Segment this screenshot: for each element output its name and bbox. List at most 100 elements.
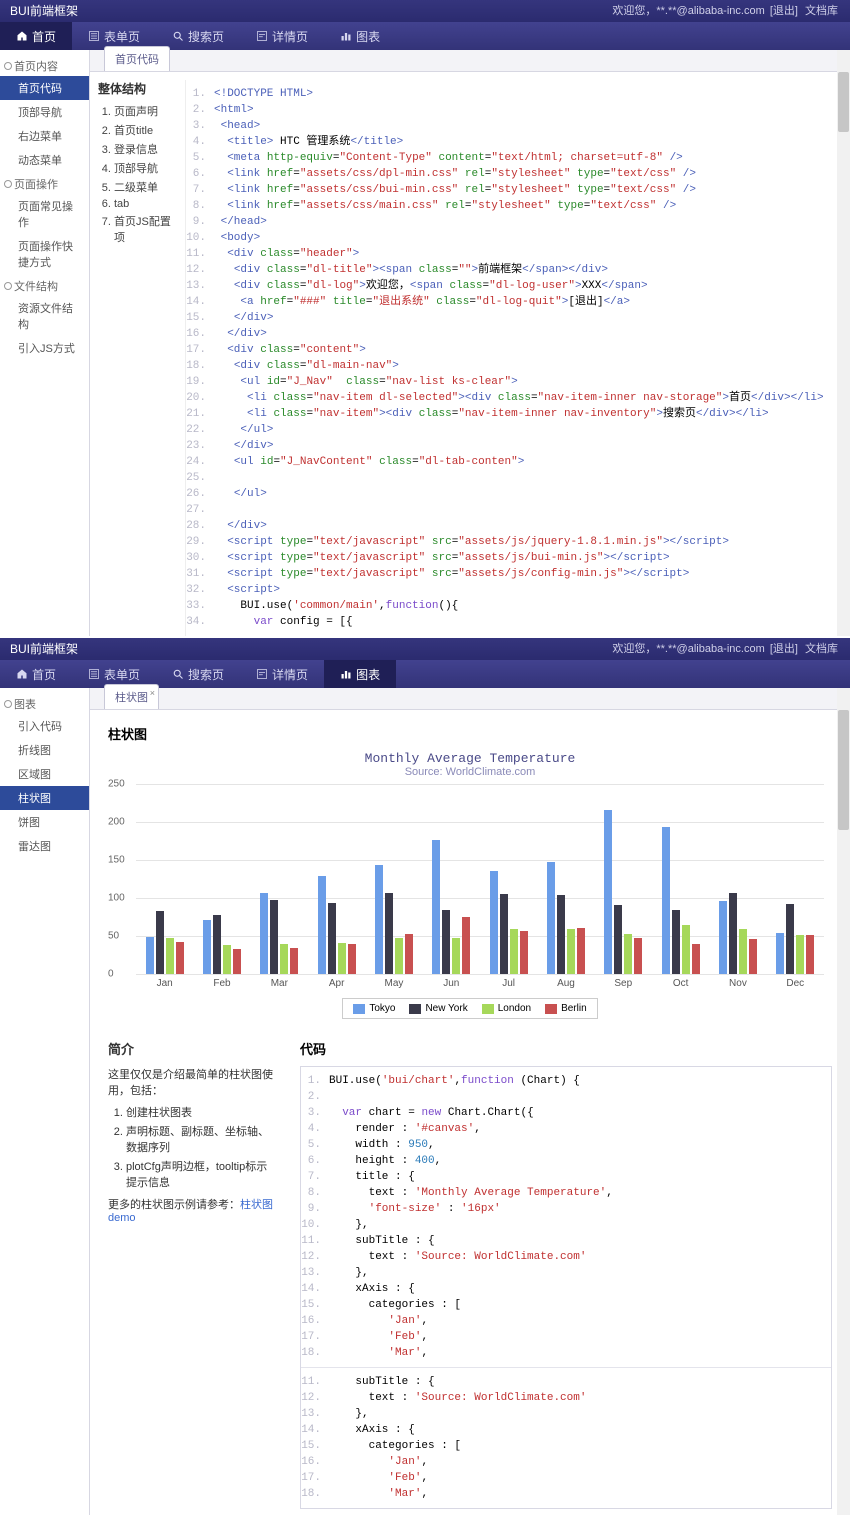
bar[interactable] bbox=[203, 920, 211, 974]
bar[interactable] bbox=[692, 944, 700, 974]
sidebar-item[interactable]: 柱状图 bbox=[0, 786, 89, 810]
bar[interactable] bbox=[557, 895, 565, 974]
bar[interactable] bbox=[223, 945, 231, 974]
nav-tab-home[interactable]: 首页 bbox=[0, 660, 72, 688]
bar[interactable] bbox=[614, 905, 622, 974]
bar[interactable] bbox=[806, 935, 814, 974]
sidebar-item[interactable]: 页面操作快捷方式 bbox=[0, 234, 89, 274]
sidebar-item[interactable]: 饼图 bbox=[0, 810, 89, 834]
bar[interactable] bbox=[490, 871, 498, 974]
bar[interactable] bbox=[233, 949, 241, 974]
x-axis-label: Jun bbox=[423, 978, 480, 989]
bar[interactable] bbox=[395, 938, 403, 974]
bar[interactable] bbox=[719, 901, 727, 974]
bar-group: Nov bbox=[709, 784, 766, 974]
code[interactable]: subTitle : { text : 'Source: WorldClimat… bbox=[325, 1368, 831, 1508]
bar[interactable] bbox=[432, 840, 440, 974]
scrollbar-thumb[interactable] bbox=[838, 710, 849, 830]
bar[interactable] bbox=[375, 865, 383, 974]
bar[interactable] bbox=[348, 944, 356, 974]
close-icon[interactable]: × bbox=[150, 688, 155, 698]
outline-item[interactable]: 首页JS配置项 bbox=[114, 213, 177, 245]
frame-chart: BUI前端框架 欢迎您，**.**@alibaba-inc.com [退出] 文… bbox=[0, 638, 850, 1515]
bar[interactable] bbox=[290, 948, 298, 974]
bar[interactable] bbox=[213, 915, 221, 974]
sidebar-item[interactable]: 顶部导航 bbox=[0, 100, 89, 124]
bar[interactable] bbox=[385, 893, 393, 974]
bar[interactable] bbox=[452, 938, 460, 974]
legend-item[interactable]: London bbox=[482, 1003, 531, 1014]
sidebar-item[interactable]: 动态菜单 bbox=[0, 148, 89, 172]
scrollbar-thumb[interactable] bbox=[838, 72, 849, 132]
bar[interactable] bbox=[405, 934, 413, 974]
bar[interactable] bbox=[280, 944, 288, 974]
bar[interactable] bbox=[729, 893, 737, 974]
bar[interactable] bbox=[567, 929, 575, 974]
scrollbar[interactable] bbox=[837, 50, 850, 636]
legend-item[interactable]: New York bbox=[409, 1003, 467, 1014]
nav-tab-home[interactable]: 首页 bbox=[0, 22, 72, 50]
subtab-active[interactable]: 柱状图 × bbox=[104, 684, 159, 709]
bar[interactable] bbox=[749, 939, 757, 974]
sidebar-item[interactable]: 引入JS方式 bbox=[0, 336, 89, 360]
x-axis-label: Dec bbox=[767, 978, 824, 989]
nav-tab-chart[interactable]: 图表 bbox=[324, 660, 396, 688]
bar[interactable] bbox=[604, 810, 612, 974]
legend-item[interactable]: Berlin bbox=[545, 1003, 587, 1014]
bar[interactable] bbox=[156, 911, 164, 974]
sidebar-item[interactable]: 引入代码 bbox=[0, 714, 89, 738]
outline-item[interactable]: tab bbox=[114, 198, 177, 210]
bar[interactable] bbox=[500, 894, 508, 974]
sidebar-item[interactable]: 区域图 bbox=[0, 762, 89, 786]
logout-link[interactable]: [退出] bbox=[770, 643, 798, 655]
bar[interactable] bbox=[442, 910, 450, 974]
sidebar-item[interactable]: 雷达图 bbox=[0, 834, 89, 858]
bar[interactable] bbox=[146, 937, 154, 974]
bar[interactable] bbox=[577, 928, 585, 974]
bar[interactable] bbox=[796, 935, 804, 974]
nav-tab-search[interactable]: 搜索页 bbox=[156, 660, 240, 688]
sidebar-item[interactable]: 折线图 bbox=[0, 738, 89, 762]
logout-link[interactable]: [退出] bbox=[770, 5, 798, 17]
outline-item[interactable]: 登录信息 bbox=[114, 141, 177, 157]
bar[interactable] bbox=[624, 934, 632, 974]
legend-item[interactable]: Tokyo bbox=[353, 1003, 395, 1014]
sidebar-item[interactable]: 右边菜单 bbox=[0, 124, 89, 148]
intro-title: 简介 bbox=[108, 1039, 278, 1058]
outline-item[interactable]: 首页title bbox=[114, 122, 177, 138]
bar[interactable] bbox=[318, 876, 326, 974]
bar[interactable] bbox=[547, 862, 555, 974]
sidebar-item[interactable]: 资源文件结构 bbox=[0, 296, 89, 336]
bar[interactable] bbox=[462, 917, 470, 974]
outline-item[interactable]: 页面声明 bbox=[114, 103, 177, 119]
bar[interactable] bbox=[338, 943, 346, 974]
bar[interactable] bbox=[786, 904, 794, 974]
sidebar-item[interactable]: 页面常见操作 bbox=[0, 194, 89, 234]
bar[interactable] bbox=[166, 938, 174, 974]
outline-item[interactable]: 二级菜单 bbox=[114, 179, 177, 195]
nav-tab-detail[interactable]: 详情页 bbox=[240, 22, 324, 50]
nav-tab-chart[interactable]: 图表 bbox=[324, 22, 396, 50]
outline-item[interactable]: 顶部导航 bbox=[114, 160, 177, 176]
bar[interactable] bbox=[634, 938, 642, 974]
bar[interactable] bbox=[510, 929, 518, 974]
code[interactable]: <!DOCTYPE HTML> <html> <head> <title> HT… bbox=[210, 80, 850, 636]
sidebar-item[interactable]: 首页代码 bbox=[0, 76, 89, 100]
bar[interactable] bbox=[176, 942, 184, 974]
docs-link[interactable]: 文档库 bbox=[805, 5, 838, 17]
bar[interactable] bbox=[776, 933, 784, 974]
bar[interactable] bbox=[260, 893, 268, 974]
subtab-active[interactable]: 首页代码 bbox=[104, 46, 170, 71]
bar[interactable] bbox=[739, 929, 747, 974]
subtabs: 柱状图 × bbox=[90, 688, 850, 710]
bar[interactable] bbox=[672, 910, 680, 974]
code[interactable]: BUI.use('bui/chart',function (Chart) { v… bbox=[325, 1067, 831, 1367]
bar[interactable] bbox=[520, 931, 528, 974]
bar[interactable] bbox=[270, 900, 278, 974]
bar[interactable] bbox=[328, 903, 336, 974]
scrollbar[interactable] bbox=[837, 688, 850, 1515]
nav-tab-detail[interactable]: 详情页 bbox=[240, 660, 324, 688]
bar[interactable] bbox=[682, 925, 690, 974]
bar[interactable] bbox=[662, 827, 670, 974]
docs-link[interactable]: 文档库 bbox=[805, 643, 838, 655]
